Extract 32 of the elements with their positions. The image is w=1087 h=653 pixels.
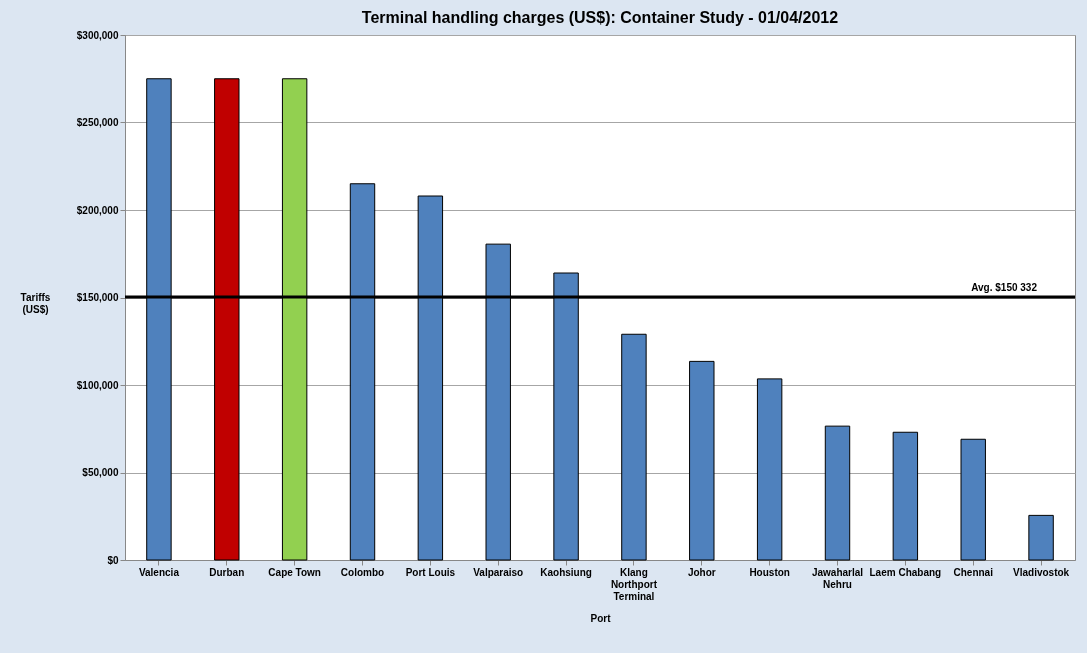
bar — [1028, 514, 1054, 561]
y-tick-label: $300,000 — [76, 29, 119, 41]
y-tick-label: $100,000 — [76, 379, 119, 391]
bar — [689, 360, 715, 561]
ref-line-label: Avg. $150 332 — [971, 281, 1038, 293]
bar — [960, 438, 986, 561]
x-tick-label: Houston — [749, 566, 790, 578]
y-tick-label: $0 — [107, 554, 119, 566]
bar — [824, 425, 851, 561]
x-tick-label: Chennai — [953, 566, 994, 578]
x-tick-label: Kaohsiung — [540, 566, 592, 578]
x-tick-label: Colombo — [340, 566, 385, 578]
x-tick-label: Klang Northport Terminal — [610, 566, 658, 602]
x-tick-label: Port Louis — [405, 566, 456, 578]
y-tick-label: $200,000 — [76, 204, 119, 216]
x-tick-label: Johor — [687, 566, 716, 578]
bar — [621, 333, 647, 561]
y-tick-label: $150,000 — [76, 292, 119, 303]
x-tick-label: Laem Chabang — [869, 566, 942, 578]
chart-title: Terminal handling charges (US$): Container Study - 01/04/2012 — [361, 9, 839, 26]
y-tick-label: $250,000 — [76, 117, 119, 128]
y-tick-label: $50,000 — [82, 467, 119, 478]
x-tick-label: Durban — [209, 566, 245, 578]
x-tick-label: Valparaiso — [473, 566, 524, 578]
x-axis-title: Port — [590, 612, 612, 624]
bar — [756, 378, 783, 561]
x-tick-label: Jawaharlal Nehru — [811, 566, 864, 590]
x-tick-label: Cape Town — [268, 566, 321, 578]
bar — [892, 431, 919, 561]
y-axis-title: Tariffs (US$) — [20, 291, 51, 315]
x-tick-label: Vladivostok — [1013, 566, 1070, 578]
x-tick-label: Valencia — [138, 566, 180, 578]
